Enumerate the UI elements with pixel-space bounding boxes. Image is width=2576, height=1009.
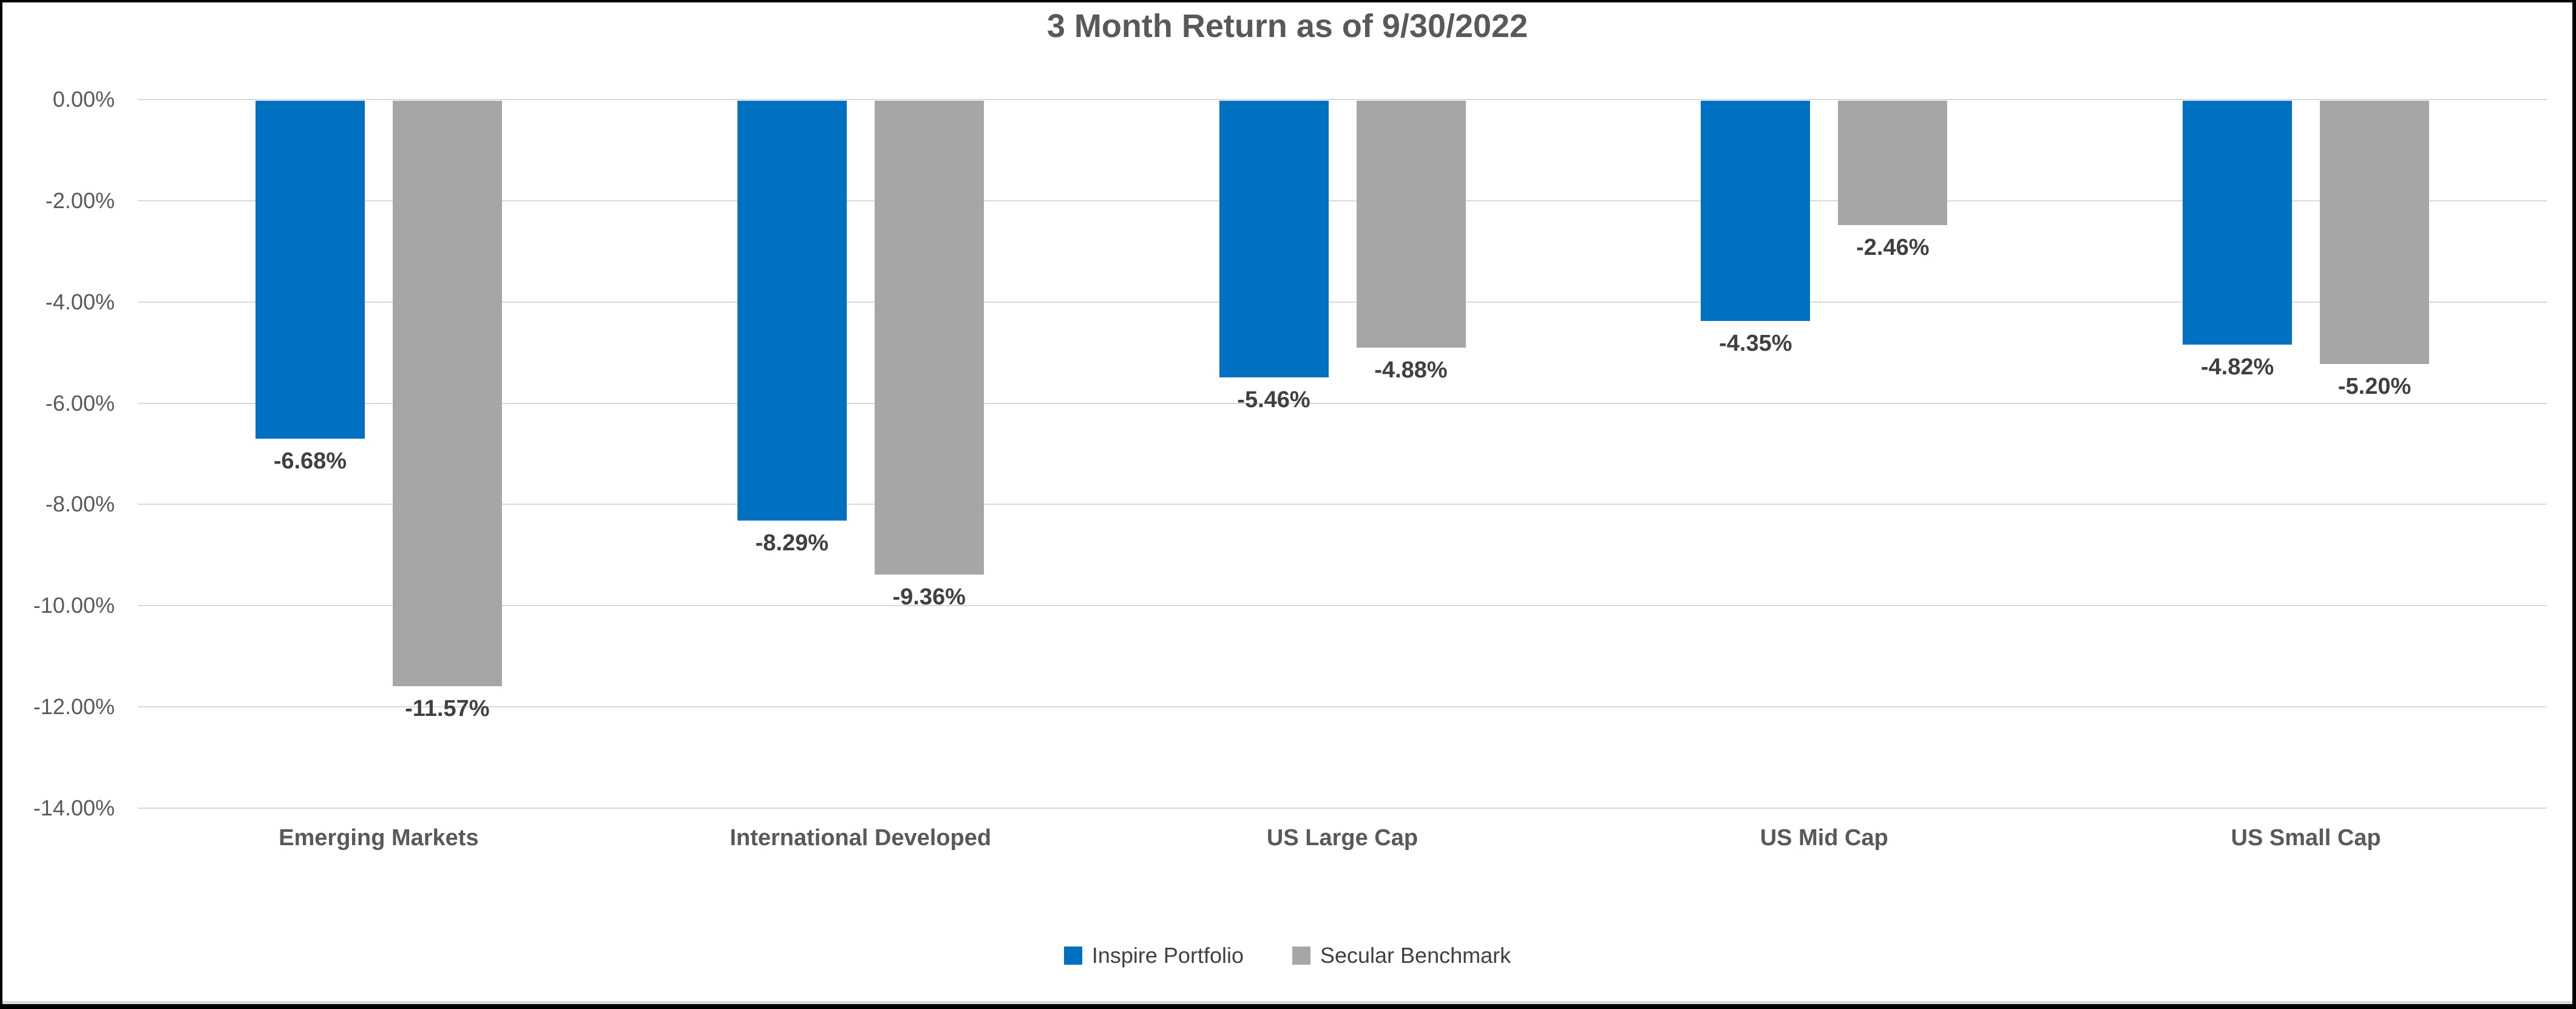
legend-label: Secular Benchmark — [1320, 943, 1511, 968]
data-label: -11.57% — [405, 696, 490, 722]
x-category-label: International Developed — [730, 825, 992, 851]
data-label: -9.36% — [892, 584, 966, 610]
legend-swatch-secular-benchmark — [1292, 947, 1310, 965]
x-category-label: US Small Cap — [2231, 825, 2381, 851]
y-tick-label: -12.00% — [33, 694, 115, 720]
legend: Inspire Portfolio Secular Benchmark — [2, 943, 2572, 968]
x-category-label: US Mid Cap — [1760, 825, 1888, 851]
plot-area: -6.68% -8.29% -5.46% -4.35% -4.82% -11.57% -9.… — [138, 99, 2547, 851]
legend-label: Inspire Portfolio — [1091, 943, 1244, 968]
data-label: -4.35% — [1719, 330, 1792, 356]
gridline — [138, 808, 2547, 809]
legend-item-secular-benchmark: Secular Benchmark — [1292, 943, 1511, 968]
y-tick-label: -10.00% — [33, 593, 115, 618]
bar-secular-benchmark — [2320, 101, 2430, 364]
y-tick-label: -6.00% — [45, 390, 115, 416]
legend-swatch-inspire-portfolio — [1063, 947, 1082, 965]
legend-item-inspire-portfolio: Inspire Portfolio — [1063, 943, 1244, 968]
x-category-label: US Large Cap — [1266, 825, 1418, 851]
bar-inspire-portfolio — [1219, 101, 1329, 377]
bar-secular-benchmark — [392, 101, 502, 687]
data-label: -5.20% — [2337, 373, 2412, 399]
y-tick-label: 0.00% — [52, 87, 115, 112]
y-tick-label: -2.00% — [45, 187, 115, 213]
gridline — [138, 504, 2547, 505]
y-tick-label: -14.00% — [33, 795, 115, 820]
data-label: -6.68% — [273, 448, 347, 474]
gridline — [138, 706, 2547, 708]
bar-inspire-portfolio — [255, 101, 365, 439]
y-tick-label: -4.00% — [45, 289, 115, 314]
bar-secular-benchmark — [1356, 101, 1466, 348]
gridline — [138, 301, 2547, 303]
gridline — [138, 605, 2547, 607]
data-label: -5.46% — [1237, 386, 1310, 413]
gridline — [138, 402, 2547, 404]
bar-inspire-portfolio — [2183, 101, 2293, 345]
y-tick-label: -8.00% — [45, 491, 115, 517]
bar-inspire-portfolio — [1701, 101, 1811, 321]
bar-secular-benchmark — [1838, 101, 1948, 226]
x-category-label: Emerging Markets — [279, 825, 479, 851]
bar-secular-benchmark — [874, 101, 984, 575]
chart-title: 3 Month Return as of 9/30/2022 — [1046, 8, 1528, 44]
gridline — [138, 99, 2547, 100]
data-label: -2.46% — [1856, 235, 1930, 261]
chart-bottom-edge — [2, 1001, 2572, 1004]
y-axis: 0.00% -2.00% -4.00% -6.00% -8.00% -10.00% -12.… — [2, 87, 115, 820]
gridline — [138, 200, 2547, 201]
bar-inspire-portfolio — [737, 101, 847, 521]
data-label: -8.29% — [755, 530, 829, 556]
data-label: -4.88% — [1374, 357, 1448, 383]
data-label: -4.82% — [2200, 354, 2274, 380]
